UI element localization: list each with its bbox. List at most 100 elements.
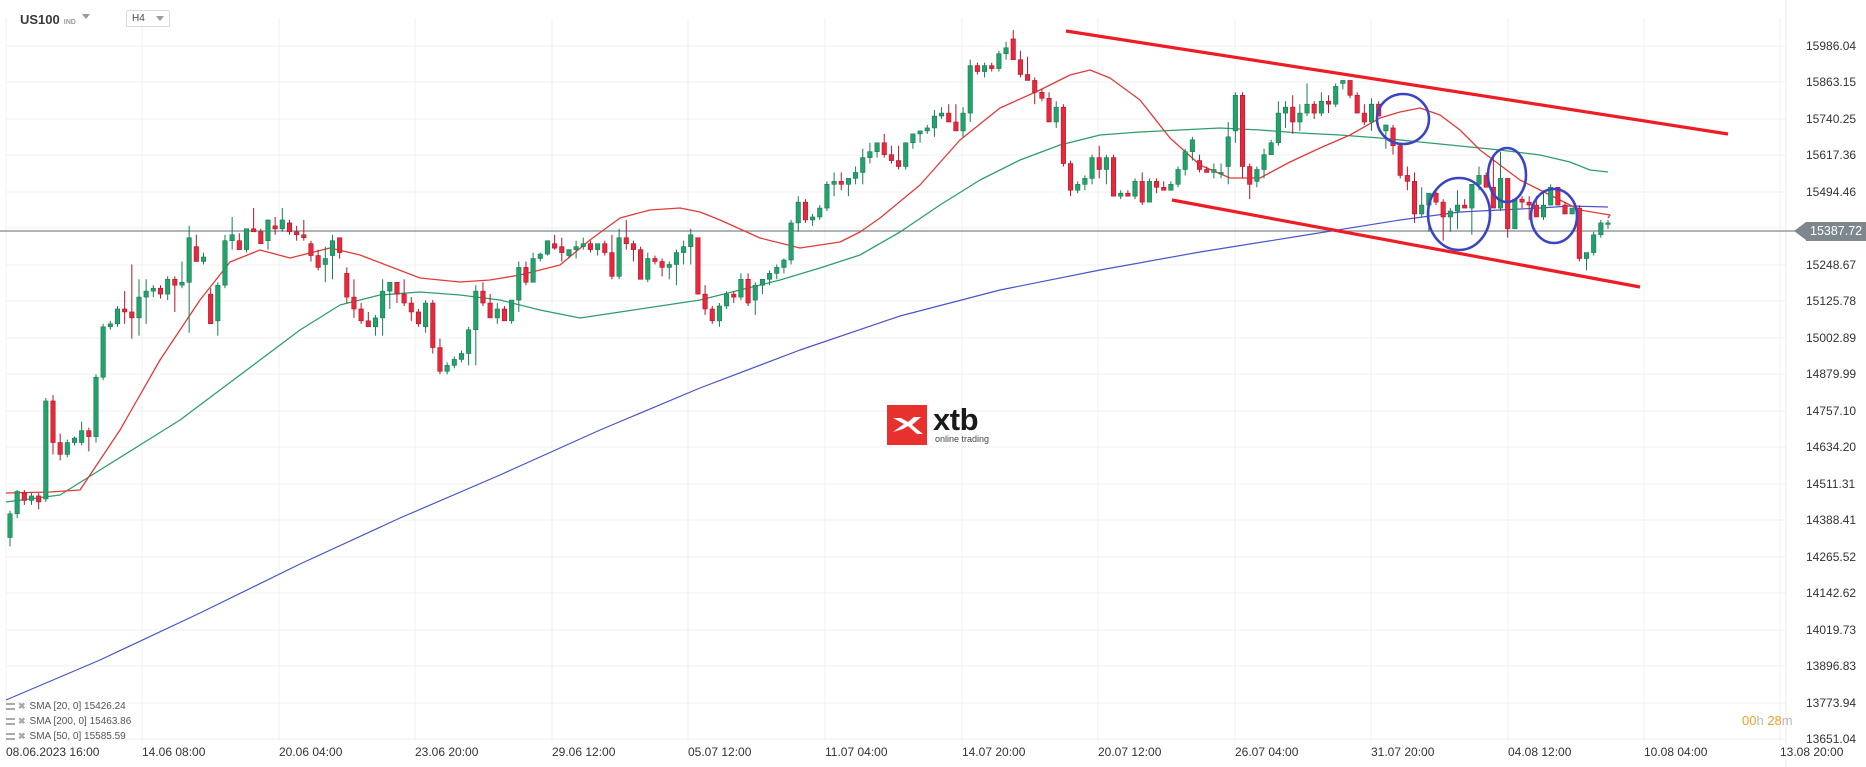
candle-bearish	[258, 231, 264, 244]
candle-bullish	[544, 240, 550, 255]
candle-bullish	[466, 329, 472, 354]
candle-bearish	[888, 154, 894, 161]
candle-bullish	[387, 281, 393, 292]
current-price-tag: 15387.72	[1806, 222, 1866, 241]
candle-bullish	[179, 281, 185, 286]
candle-bearish	[1311, 103, 1317, 114]
candle-bearish	[974, 65, 980, 72]
candle-bullish	[867, 151, 873, 158]
legend-sma50[interactable]: ✖ SMA [50, 0] 15585.59	[6, 731, 126, 742]
symbol-selector[interactable]: US100 IND	[20, 12, 76, 27]
price-axis-label: 15002.89	[1806, 331, 1857, 345]
candle-bearish	[1390, 127, 1396, 147]
candle-bullish	[939, 112, 945, 117]
countdown-minutes-unit: m	[1781, 713, 1793, 728]
candle-bearish	[559, 246, 565, 253]
candle-bullish	[1275, 112, 1281, 144]
close-icon[interactable]: ✖	[18, 701, 26, 711]
legend-label: SMA [50, 0] 15585.59	[29, 731, 126, 742]
candle-bullish	[1082, 178, 1088, 185]
candle-bullish	[423, 302, 429, 328]
sma50-line	[5, 127, 1609, 503]
candle-bearish	[1354, 94, 1360, 114]
settings-icon[interactable]	[6, 702, 15, 710]
candle-bearish	[695, 237, 701, 295]
candle-bullish	[1261, 154, 1267, 170]
candle-bearish	[401, 293, 407, 304]
candle-bearish	[1562, 204, 1568, 215]
settings-icon[interactable]	[6, 732, 15, 740]
price-axis-label: 15740.25	[1806, 112, 1857, 126]
candle-bearish	[172, 278, 178, 286]
settings-icon[interactable]	[6, 717, 15, 725]
candle-bullish	[509, 299, 515, 322]
candle-bullish	[1591, 234, 1597, 253]
candle-bullish	[215, 284, 221, 322]
candle-bullish	[1447, 210, 1453, 218]
candle-bearish	[308, 243, 314, 256]
time-axis-label: 13.08 20:00	[1780, 745, 1844, 759]
candle-bearish	[1154, 181, 1160, 188]
time-axis-label: 10.08 04:00	[1644, 745, 1708, 759]
candle-bearish	[36, 495, 42, 503]
candle-bearish	[1519, 198, 1525, 203]
time-axis-label: 31.07 20:00	[1371, 745, 1435, 759]
candle-bullish	[537, 253, 543, 259]
candle-bullish	[1283, 106, 1289, 114]
timeframe-select[interactable]: H4	[126, 10, 170, 27]
candle-bearish	[623, 237, 629, 244]
candle-bearish	[272, 225, 278, 230]
candle-bullish	[329, 240, 335, 256]
price-axis-label: 15125.78	[1806, 294, 1857, 308]
time-axis-label: 11.07 04:00	[825, 745, 888, 759]
candle-bullish	[716, 305, 722, 322]
candle-bullish	[845, 178, 851, 185]
time-axis-label: 08.06.2023 16:00	[6, 745, 100, 759]
xtb-logo: xtb online trading	[887, 402, 997, 445]
candle-bullish	[1232, 94, 1238, 132]
price-axis-label: 13651.04	[1806, 732, 1857, 746]
close-icon[interactable]: ✖	[18, 716, 26, 726]
candle-bearish	[21, 492, 27, 501]
time-axis-label: 26.07 04:00	[1235, 745, 1299, 759]
legend-sma200[interactable]: ✖ SMA [200, 0] 15463.86	[6, 716, 131, 727]
candle-bearish	[394, 281, 400, 295]
candle-bearish	[1139, 181, 1145, 203]
countdown-hours-unit: h	[1756, 713, 1764, 728]
time-axis-label: 05.07 12:00	[688, 745, 752, 759]
candle-bullish	[810, 216, 816, 221]
candle-bullish	[1512, 198, 1518, 230]
candle-bullish	[1369, 103, 1375, 123]
candle-bearish	[1440, 201, 1446, 218]
xtb-logo-text: xtb	[933, 402, 979, 437]
candle-bearish	[1326, 100, 1332, 105]
candle-bullish	[473, 290, 479, 331]
candle-bullish	[874, 142, 880, 152]
candle-bullish	[752, 284, 758, 301]
candle-bearish	[301, 234, 307, 239]
candle-bearish	[358, 308, 364, 322]
legend-sma20[interactable]: ✖ SMA [20, 0] 15426.24	[6, 701, 126, 712]
candle-bullish	[1268, 142, 1274, 155]
candle-bullish	[14, 491, 20, 515]
candle-bearish	[1347, 80, 1353, 96]
close-icon[interactable]: ✖	[18, 731, 26, 741]
candle-countdown: 00h 28m	[1742, 713, 1793, 728]
candle-bullish	[1003, 47, 1009, 55]
price-axis-label: 14019.73	[1806, 623, 1857, 637]
candle-bearish	[1247, 166, 1253, 185]
candle-bearish	[437, 347, 443, 372]
candle-bullish	[910, 133, 916, 144]
candle-bearish	[122, 308, 128, 313]
candle-bearish	[1411, 181, 1418, 215]
candle-bullish	[1254, 169, 1260, 182]
chevron-down-icon[interactable]	[82, 14, 90, 19]
candle-bullish	[681, 246, 687, 253]
channel-lower-trendline	[1171, 198, 1641, 289]
price-axis-label: 14634.20	[1806, 440, 1857, 454]
candle-bearish	[193, 246, 199, 262]
candle-bullish	[1540, 204, 1547, 218]
candle-bearish	[236, 240, 242, 250]
candle-bullish	[229, 234, 235, 242]
